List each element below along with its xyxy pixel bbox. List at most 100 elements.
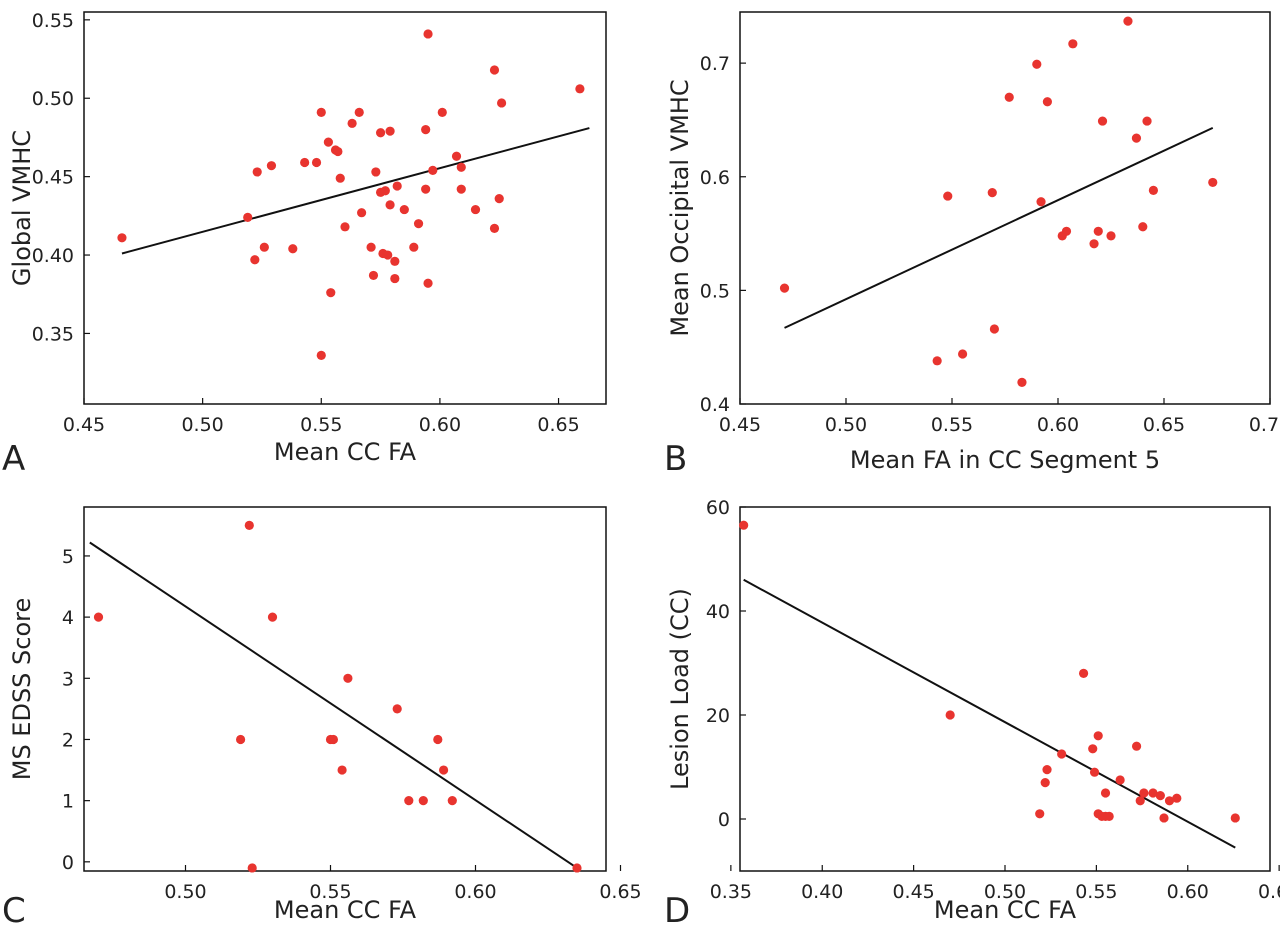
data-point [1135, 796, 1145, 806]
data-point [447, 796, 457, 806]
y-tick-label: 0 [718, 809, 730, 831]
data-point [1004, 92, 1014, 102]
data-point [1131, 741, 1142, 751]
panel-b: 0.45 0.50 0.55 0.60 0.65 0.70 0.4 0.5 0.6 0.7 Mean… [664, 11, 1280, 479]
data-point [451, 151, 462, 161]
data-point [323, 137, 333, 147]
data-point [267, 612, 278, 622]
x-axis-label: Mean CC FA [274, 438, 417, 466]
data-point [945, 710, 955, 720]
x-tick-label: 0.65 [537, 414, 579, 436]
data-point [1078, 668, 1089, 679]
y-tick-label: 0.45 [32, 167, 74, 189]
data-point [340, 222, 350, 232]
x-tick-label: 0.50 [181, 414, 223, 436]
data-point [1040, 778, 1050, 788]
data-point [1104, 811, 1114, 822]
data-point [247, 863, 257, 873]
data-point [371, 167, 381, 177]
y-axis-label: Lesion Load (CC) [666, 588, 694, 790]
data-point [423, 278, 433, 288]
data-point [1100, 788, 1111, 798]
x-tick-label: 0.65 [1258, 881, 1280, 903]
x-tick-label: 0.45 [63, 414, 105, 436]
x-axis-label: Mean CC FA [274, 896, 417, 924]
data-point [1148, 788, 1158, 798]
y-tick-label: 0.35 [32, 323, 74, 345]
y-tick-label: 3 [62, 668, 74, 690]
regression-line [784, 126, 1214, 329]
data-point [437, 107, 447, 117]
x-tick-label: 0.35 [710, 881, 752, 903]
data-point [333, 146, 343, 157]
x-tick-label: 0.55 [1075, 881, 1117, 903]
data-point [497, 98, 507, 108]
panel-a: 0.45 0.50 0.55 0.60 0.65 0.35 0.40 0.45 0.50 0.55… [2, 10, 607, 479]
y-axis-label: Global VMHC [8, 130, 36, 286]
data-point [987, 188, 997, 198]
x-tick-label: 0.60 [454, 881, 496, 903]
data-point [572, 863, 582, 873]
y-axis-label: Mean Occipital VMHC [666, 79, 694, 336]
data-point [1093, 731, 1103, 741]
data-point [252, 167, 262, 177]
panel-letter: A [2, 439, 25, 479]
data-point [1035, 809, 1045, 819]
y-tick-label: 0.40 [32, 245, 74, 267]
data-point [250, 255, 260, 265]
data-point [1017, 377, 1027, 388]
data-point [1172, 793, 1182, 803]
y-tick-label: 5 [62, 546, 74, 568]
data-point [1057, 749, 1067, 759]
data-point [1093, 226, 1103, 236]
data-point [575, 84, 585, 94]
y-axis-label: MS EDSS Score [8, 598, 36, 781]
data-point [1208, 177, 1218, 188]
data-point [93, 612, 104, 622]
data-point [368, 270, 379, 281]
x-tick-label: 0.55 [931, 414, 973, 436]
data-point [1123, 16, 1133, 26]
x-tick-label: 0.50 [825, 414, 867, 436]
y-tick-label: 20 [706, 705, 730, 727]
data-point [390, 273, 400, 284]
data-point [392, 704, 402, 714]
data-point [439, 765, 449, 775]
data-point [1036, 197, 1046, 207]
regression-line [743, 578, 1236, 849]
y-tick-label: 0.50 [32, 88, 74, 110]
data-point [456, 184, 466, 194]
regression-line [89, 541, 578, 869]
x-tick-label: 0.40 [801, 881, 843, 903]
data-point [494, 193, 504, 204]
data-point [1138, 222, 1148, 232]
data-point [943, 191, 953, 201]
data-point [366, 242, 376, 252]
data-point [311, 157, 322, 168]
y-tick-label: 0.5 [700, 280, 730, 302]
data-point [1159, 813, 1169, 823]
data-point [399, 204, 409, 215]
data-point [236, 734, 246, 745]
data-point [932, 356, 942, 366]
data-point [433, 734, 443, 745]
x-tick-label: 0.50 [164, 881, 206, 903]
data-point [1032, 59, 1042, 69]
data-point [404, 796, 414, 806]
plot-frame [83, 11, 607, 405]
data-point [1089, 239, 1099, 249]
data-point [1106, 231, 1116, 241]
data-point [1131, 133, 1142, 143]
y-tick-label: 40 [706, 601, 730, 623]
x-tick-label: 0.60 [1037, 414, 1079, 436]
data-point [989, 324, 1000, 334]
data-point [385, 200, 395, 210]
data-point [1042, 97, 1052, 107]
data-point [456, 162, 466, 172]
data-point [1230, 813, 1240, 823]
data-point [779, 283, 790, 293]
data-point [117, 233, 127, 243]
data-point [326, 288, 336, 298]
data-point [489, 65, 500, 75]
data-point [357, 208, 367, 218]
